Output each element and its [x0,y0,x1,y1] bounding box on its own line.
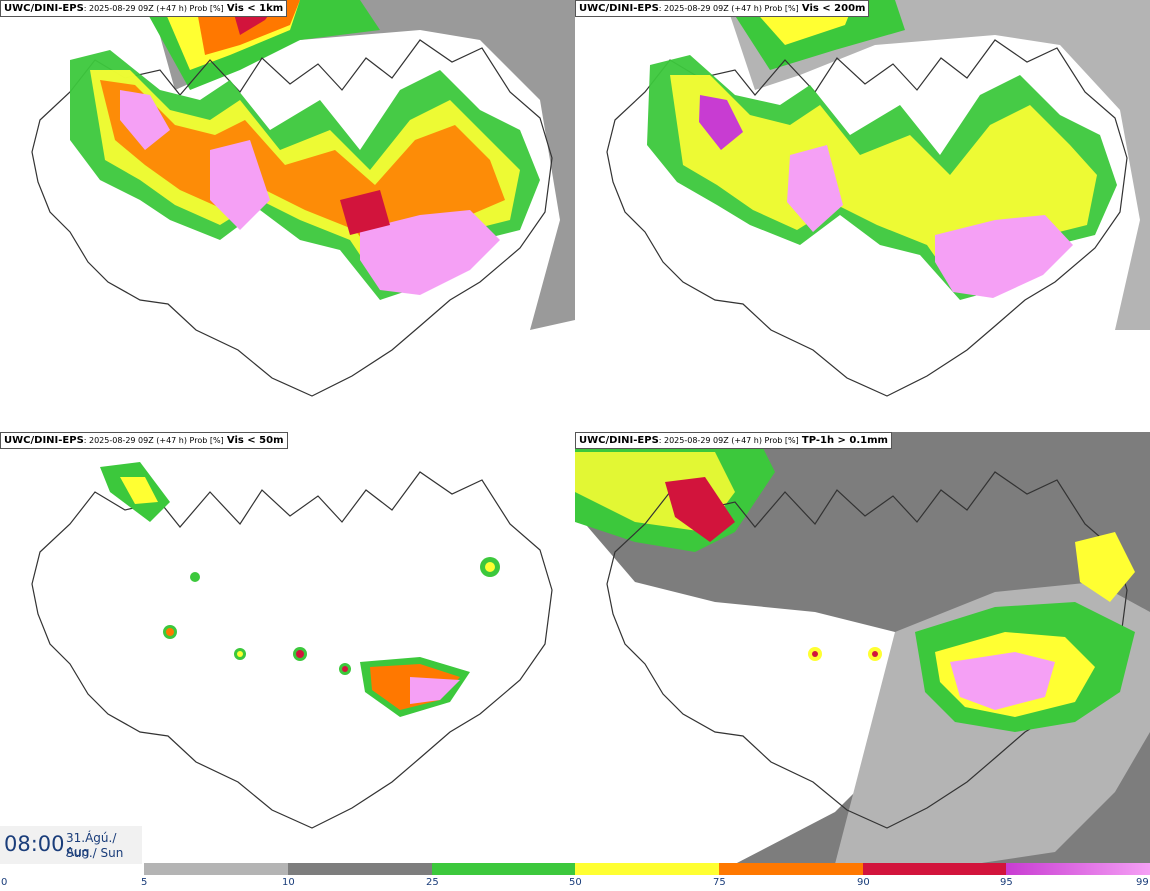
legend-label: 25 [426,877,439,888]
panel-title: UWC/DINI-EPS: 2025-08-29 09Z (+47 h) Pro… [575,0,870,17]
panel-vis-1km: UWC/DINI-EPS: 2025-08-29 09Z (+47 h) Pro… [0,0,575,432]
legend-label: 95 [1000,877,1013,888]
valid-time: 08:00 [4,832,65,856]
legend-label: 5 [141,877,148,888]
panel-title: UWC/DINI-EPS: 2025-08-29 09Z (+47 h) Pro… [0,0,288,17]
prob-map-vis-50m [31,462,553,829]
legend-bin-95-99 [1006,863,1150,875]
condition-label: Vis < 50m [226,435,284,446]
run-info: : 2025-08-29 09Z (+47 h) Prob [%] [83,4,224,13]
panel-vis-200m: UWC/DINI-EPS: 2025-08-29 09Z (+47 h) Pro… [575,0,1150,432]
legend-label: 0 [1,877,8,888]
legend-bin-90-95 [863,863,1006,875]
legend-bin-25-50 [432,863,575,875]
run-info: : 2025-08-29 09Z (+47 h) Prob [%] [658,4,799,13]
legend-label: 10 [282,877,295,888]
model-name: UWC/DINI-EPS [579,3,659,14]
legend-bin-75-90 [719,863,863,875]
legend-bin-0-5 [0,863,144,875]
condition-label: Vis < 1km [226,3,284,14]
legend-label: 75 [713,877,726,888]
condition-label: TP-1h > 0.1mm [801,435,888,446]
legend-label: 99 [1136,877,1149,888]
model-name: UWC/DINI-EPS [4,3,84,14]
valid-time-box: 08:00 31.Ágú./ Aug Sun./ Sun [0,826,142,864]
model-name: UWC/DINI-EPS [579,435,659,446]
legend-bin-50-75 [575,863,719,875]
run-info: : 2025-08-29 09Z (+47 h) Prob [%] [658,436,799,445]
panel-vis-50m: UWC/DINI-EPS: 2025-08-29 09Z (+47 h) Pro… [0,432,575,864]
model-name: UWC/DINI-EPS [4,435,84,446]
panel-tp-1h: UWC/DINI-EPS: 2025-08-29 09Z (+47 h) Pro… [575,432,1150,864]
valid-date: 31.Ágú./ Aug [66,831,117,859]
run-info: : 2025-08-29 09Z (+47 h) Prob [%] [83,436,224,445]
legend-bin-10-25 [288,863,432,875]
condition-label: Vis < 200m [801,3,866,14]
legend-label: 90 [857,877,870,888]
legend-bin-5-10 [144,863,288,875]
legend-label: 50 [569,877,582,888]
panel-title: UWC/DINI-EPS: 2025-08-29 09Z (+47 h) Pro… [575,432,892,449]
prob-map-vis-200m [606,0,1150,397]
prob-map-vis-1km [31,0,575,397]
valid-day: Sun./ Sun [66,846,124,860]
prob-map-tp-1h [575,432,1150,864]
panel-title: UWC/DINI-EPS: 2025-08-29 09Z (+47 h) Pro… [0,432,288,449]
